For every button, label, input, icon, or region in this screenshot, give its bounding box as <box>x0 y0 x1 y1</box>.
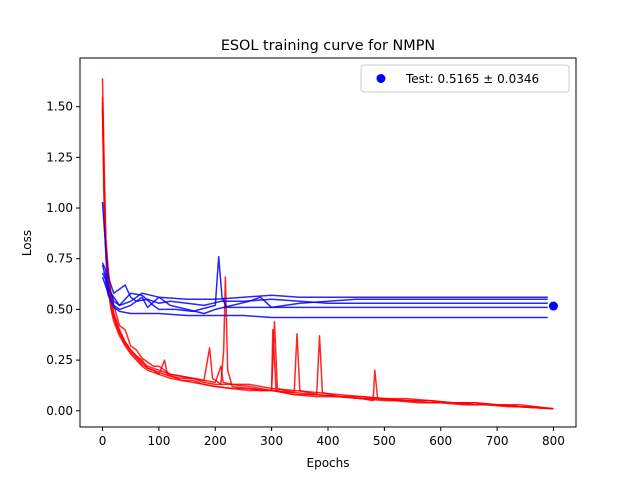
validation-series-line-4 <box>101 264 548 307</box>
y-axis-label: Loss <box>20 230 34 256</box>
y-axis: 0.00 0.25 0.50 0.75 1.00 1.25 1.50 <box>46 100 80 418</box>
x-tick-label: 400 <box>317 434 340 448</box>
x-tick-label: 100 <box>147 434 170 448</box>
validation-series-line-2 <box>101 272 548 319</box>
chart-title: ESOL training curve for NMPN <box>221 38 435 54</box>
y-tick-label: 1.50 <box>46 100 73 114</box>
validation-series-line-0 <box>101 201 548 307</box>
validation-series-line-3 <box>101 276 548 315</box>
y-tick-label: 1.25 <box>46 150 73 164</box>
test-point-marker <box>548 301 558 311</box>
x-tick-label: 200 <box>204 434 227 448</box>
y-tick-label: 0.25 <box>46 353 73 367</box>
y-tick-label: 0.50 <box>46 302 73 316</box>
x-axis-label: Epochs <box>307 456 350 470</box>
x-tick-label: 0 <box>99 434 107 448</box>
legend-entry-label: Test: 0.5165 ± 0.0346 <box>405 72 539 86</box>
x-tick-label: 300 <box>260 434 283 448</box>
training-series-line-9 <box>101 110 554 410</box>
x-tick-label: 800 <box>542 434 565 448</box>
x-tick-label: 600 <box>429 434 452 448</box>
legend: Test: 0.5165 ± 0.0346 <box>360 64 570 93</box>
legend-marker <box>376 74 386 83</box>
x-tick-label: 500 <box>373 434 396 448</box>
legend-box <box>360 64 570 93</box>
series-layer <box>101 78 558 410</box>
x-tick-label: 700 <box>486 434 509 448</box>
y-tick-label: 0.75 <box>46 252 73 266</box>
y-tick-label: 1.00 <box>46 201 73 215</box>
x-axis: 0 100 200 300 400 500 600 700 800 <box>99 427 565 448</box>
y-tick-label: 0.00 <box>46 404 73 418</box>
training-series-line-8 <box>101 102 554 410</box>
